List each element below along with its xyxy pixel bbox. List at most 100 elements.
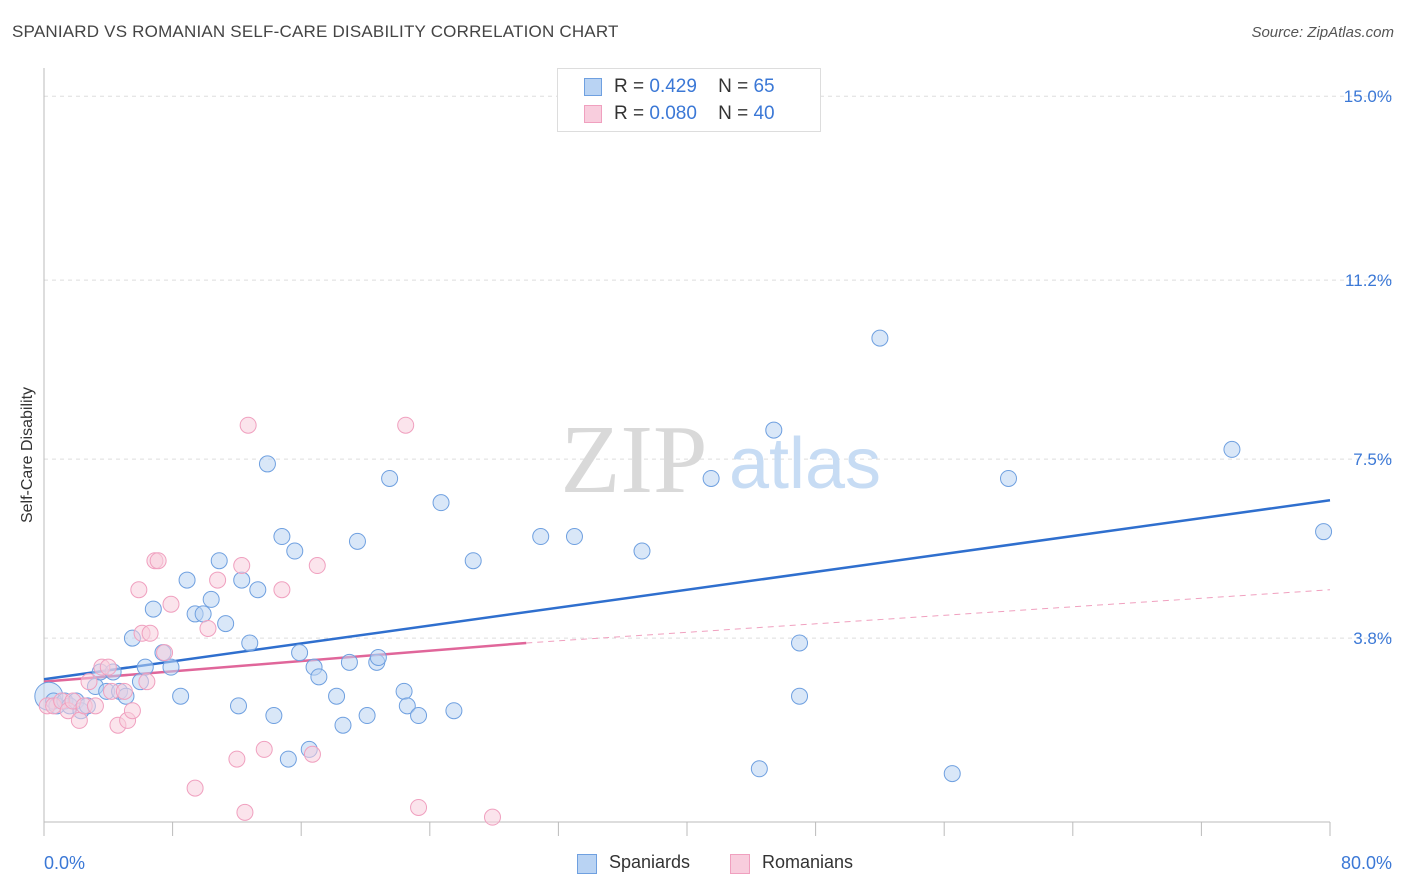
chart-title: SPANIARD VS ROMANIAN SELF-CARE DISABILIT… <box>12 22 619 41</box>
spaniard-point <box>410 707 428 725</box>
spaniard-point <box>358 707 376 725</box>
spaniard-point <box>178 571 196 589</box>
grid-layer <box>44 95 1392 639</box>
romanians-n-value: 40 <box>753 103 775 124</box>
spaniard-point <box>334 716 352 734</box>
romanian-point <box>156 644 174 662</box>
spaniard-point <box>233 571 251 589</box>
romanian-point <box>273 581 291 599</box>
romanian-point <box>80 673 98 691</box>
spaniard-point <box>328 687 346 705</box>
spaniard-point <box>265 707 283 725</box>
watermark-atlas: atlas <box>729 424 881 504</box>
trend-layer <box>43 498 1331 683</box>
romanian-point <box>410 798 428 816</box>
spaniard-point <box>369 648 387 666</box>
romanian-point <box>141 624 159 642</box>
spaniard-point <box>249 581 267 599</box>
spaniard-point <box>210 552 228 570</box>
watermark-zip: ZIP <box>561 406 708 514</box>
spaniard-point <box>943 765 961 783</box>
spaniard-point <box>310 668 328 686</box>
spaniard-point <box>445 702 463 720</box>
source-note: Source: ZipAtlas.com <box>1251 24 1394 41</box>
spaniards-r-label: R = <box>614 76 645 97</box>
spaniard-point <box>398 697 416 715</box>
spaniard-point <box>1315 523 1333 541</box>
spaniard-point <box>144 600 162 618</box>
x-tick-label-max: 80.0% <box>1341 853 1392 873</box>
spaniard-point <box>279 750 297 768</box>
y-tick-label: 3.8% <box>1353 629 1392 648</box>
bottom-romanians-swatch <box>730 854 750 874</box>
spaniard-point <box>791 687 809 705</box>
spaniard-point <box>791 634 809 652</box>
spaniard-point <box>258 455 276 473</box>
spaniard-point <box>273 528 291 546</box>
spaniard-point <box>172 687 190 705</box>
bottom-spaniards-label: Spaniards <box>609 852 691 872</box>
spaniard-point <box>1000 469 1017 487</box>
correlation-legend: R = 0.429 N = 65 R = 0.080 N = 40 <box>557 68 821 132</box>
y-tick-label: 15.0% <box>1344 87 1392 106</box>
romanian-point <box>397 416 415 434</box>
spaniard-point <box>348 532 366 550</box>
spaniard-point <box>381 469 399 487</box>
romanian-point <box>209 571 227 589</box>
romanians-r-value: 0.080 <box>649 103 697 124</box>
spaniard-point <box>702 469 720 487</box>
spaniard-point <box>871 329 889 347</box>
romanian-point <box>483 808 501 826</box>
spaniard-point <box>202 590 220 608</box>
romanian-point <box>149 552 167 570</box>
romanian-point <box>162 595 180 613</box>
romanian-point <box>236 803 254 821</box>
romanian-point <box>123 702 141 720</box>
romanian-point <box>255 740 273 758</box>
bottom-spaniards-swatch <box>577 854 597 874</box>
spaniard-point <box>395 682 413 700</box>
romanians-trend-extension <box>526 589 1331 644</box>
romanians-trend-line <box>43 641 527 683</box>
y-tick-label: 7.5% <box>1353 450 1392 469</box>
spaniard-point <box>286 542 304 560</box>
spaniards-n-label: N = <box>718 76 749 97</box>
spaniards-n-value: 65 <box>753 76 775 97</box>
spaniard-point <box>194 605 212 623</box>
spaniard-point <box>432 494 450 512</box>
romanians-r-label: R = <box>614 103 645 124</box>
romanian-point <box>115 682 133 700</box>
y-axis-label: Self-Care Disability <box>19 386 36 524</box>
romanian-point <box>130 581 148 599</box>
romanians-swatch <box>584 105 602 123</box>
romanian-point <box>239 416 257 434</box>
spaniards-trend-line <box>43 498 1331 681</box>
x-tick-label-min: 0.0% <box>44 853 85 873</box>
spaniard-point <box>633 542 651 560</box>
y-tick-label: 11.2% <box>1345 271 1392 290</box>
bottom-romanians-label: Romanians <box>762 852 854 872</box>
y-axis-label-wrap: Self-Care Disability <box>8 0 48 892</box>
spaniard-point <box>750 760 768 778</box>
spaniard-point <box>241 634 259 652</box>
romanian-point <box>86 697 104 715</box>
spaniard-point <box>1223 440 1241 458</box>
spaniards-r-value: 0.429 <box>649 76 697 97</box>
spaniards-swatch <box>584 78 602 96</box>
spaniard-point <box>217 615 235 633</box>
spaniard-point <box>340 653 358 671</box>
romanian-point <box>186 779 204 797</box>
tick-label-layer: 3.8% 7.5% 11.2% 15.0% 0.0% 80.0% <box>44 87 1392 873</box>
spaniard-point <box>765 421 783 439</box>
spaniard-point <box>136 658 154 676</box>
spaniard-point <box>162 658 180 676</box>
romanian-point <box>99 658 117 676</box>
romanians-n-label: N = <box>718 103 749 124</box>
spaniard-point <box>291 644 309 662</box>
romanian-point <box>233 557 251 575</box>
romanian-point <box>138 673 156 691</box>
spaniard-point <box>230 697 248 715</box>
romanian-point <box>70 711 88 729</box>
spaniard-point <box>464 552 482 570</box>
